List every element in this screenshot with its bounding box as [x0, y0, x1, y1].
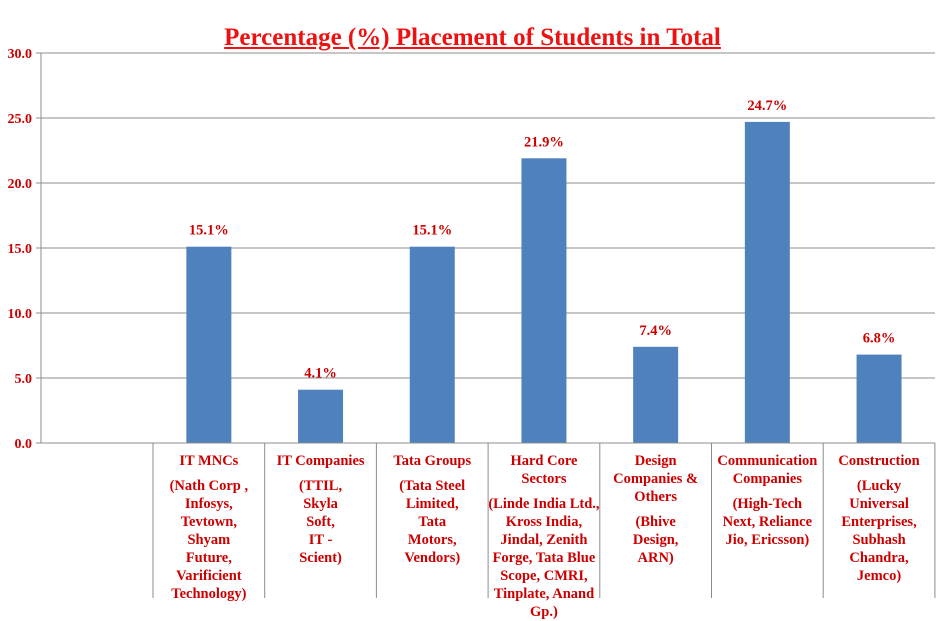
y-tick-label: 5.0	[15, 372, 33, 387]
data-label: 6.8%	[863, 331, 896, 347]
bar	[186, 246, 232, 443]
data-label: 15.1%	[189, 223, 229, 239]
x-tick-label: Construction (Lucky Universal Enterprises…	[823, 452, 935, 585]
category-detail: (Tata Steel Limited, Tata Motors, Vendor…	[399, 478, 466, 566]
bar	[856, 354, 902, 443]
bar	[298, 389, 344, 443]
category-name: Construction	[838, 453, 920, 469]
bar	[744, 121, 790, 444]
gridlines	[41, 52, 935, 379]
category-detail: (Lucky Universal Enterprises, Subhash Ch…	[841, 478, 917, 584]
x-tick-label: Communication Companies (High-Tech Next, …	[711, 452, 823, 549]
y-axis: 0.0 5.0 10.0 15.0 20.0 25.0 30.0	[8, 47, 42, 452]
y-tick-label: 25.0	[8, 112, 33, 127]
y-tick-label: 20.0	[8, 177, 33, 192]
x-tick-label: IT Companies (TTIL, Skyla Soft, IT - Scie…	[265, 452, 377, 567]
bar	[633, 346, 679, 443]
y-tick-label: 10.0	[8, 307, 33, 322]
y-tick-label: 0.0	[15, 437, 33, 452]
y-tick-label: 30.0	[8, 47, 33, 62]
data-label: 15.1%	[412, 223, 452, 239]
y-tick-label: 15.0	[8, 242, 33, 257]
data-labels: 15.1% 4.1% 15.1% 21.9% 7.4% 24.7% 6.8%	[189, 98, 895, 382]
category-detail: (Bhive Design, ARN)	[632, 514, 679, 566]
category-detail: (Nath Corp , Infosys, Tevtown, Shyam Fut…	[169, 478, 249, 602]
bar-chart: 0.05.010.015.020.025.030.0 15.1%4.1%15.1…	[8, 47, 936, 598]
category-name: IT Companies	[276, 453, 365, 469]
x-tick-label: Tata Groups (Tata Steel Limited, Tata Mot…	[376, 452, 488, 567]
category-name: IT MNCs	[179, 453, 239, 469]
bar	[409, 246, 455, 443]
x-axis	[41, 442, 936, 598]
category-detail: (Linde India Ltd., Kross India, Jindal, …	[488, 496, 600, 620]
category-name: Design Companies & Others	[613, 453, 699, 505]
x-tick-label: Design Companies & Others (Bhive Design, …	[600, 452, 712, 567]
data-label: 4.1%	[304, 366, 337, 382]
category-detail: (TTIL, Skyla Soft, IT - Scient)	[298, 478, 343, 566]
bar	[521, 158, 567, 444]
data-label: 21.9%	[524, 134, 564, 150]
x-tick-label: IT MNCs (Nath Corp , Infosys, Tevtown, Sh…	[153, 452, 265, 603]
bars	[186, 121, 902, 444]
chart-title: Percentage (%) Placement of Students in …	[224, 24, 721, 51]
category-name: Hard Core Sectors	[510, 453, 578, 487]
data-label: 24.7%	[747, 98, 787, 114]
x-tick-label: Hard Core Sectors (Linde India Ltd., Kros…	[488, 452, 600, 621]
category-detail: (High-Tech Next, Reliance Jio, Ericsson)	[722, 496, 813, 548]
category-name: Tata Groups	[393, 453, 472, 469]
data-label: 7.4%	[639, 323, 672, 339]
category-name: Communication Companies	[717, 453, 818, 487]
